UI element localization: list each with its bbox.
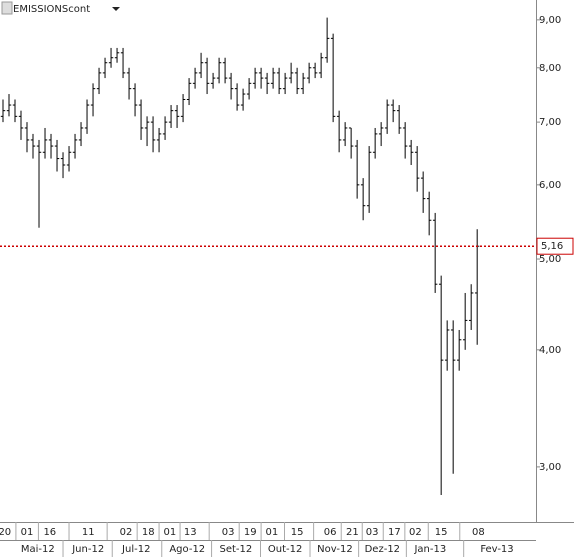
month-label: Ago-12 [169,544,205,555]
y-tick-label: 5,00 [539,254,561,265]
x-tick-label: 15 [291,527,304,538]
x-tick-label: 13 [184,527,197,538]
x-tick-label: 01 [266,527,279,538]
x-tick-label: 02 [409,527,422,538]
month-label: Jan-13 [413,544,446,555]
y-tick-label: 8,00 [539,63,561,74]
month-label: Mai-12 [21,544,55,555]
x-tick-label: 06 [324,527,337,538]
y-tick-label: 4,00 [539,345,561,356]
y-tick-label: 3,00 [539,462,561,473]
x-tick-label: 16 [43,527,56,538]
x-tick-label: 15 [435,527,448,538]
x-tick-label: 02 [120,527,133,538]
dropdown-arrow[interactable] [112,7,120,11]
x-tick-label: 18 [142,527,155,538]
month-label: Set-12 [220,544,253,555]
price-label-box [536,237,574,255]
symbol-icon [1,1,13,15]
x-tick-label: 01 [163,527,176,538]
x-tick-label: 08 [472,527,485,538]
header: EMISSIONScont [0,0,128,17]
x-tick-label: 19 [244,527,257,538]
x-tick-label: 17 [388,527,401,538]
month-label: Fev-13 [480,544,513,555]
y-tick-label: 7,00 [539,117,561,128]
month-label: Jul-12 [121,544,150,555]
price-label: 5,16 [541,241,563,252]
x-tick-label: 01 [21,527,34,538]
x-tick-label: 20 [0,527,11,538]
x-tick-label: 03 [222,527,235,538]
x-tick-label: 21 [346,527,359,538]
month-label: Jun-12 [71,544,104,555]
x-tick-label: 03 [366,527,379,538]
header-bg [0,0,128,17]
y-tick-label: 9,00 [539,15,561,26]
y-tick-label: 6,00 [539,180,561,191]
month-label: Out-12 [268,544,302,555]
month-label: Nov-12 [317,544,353,555]
month-label: Dez-12 [365,544,400,555]
chart-title[interactable]: EMISSIONScont [13,4,90,15]
x-tick-label: 11 [82,527,95,538]
